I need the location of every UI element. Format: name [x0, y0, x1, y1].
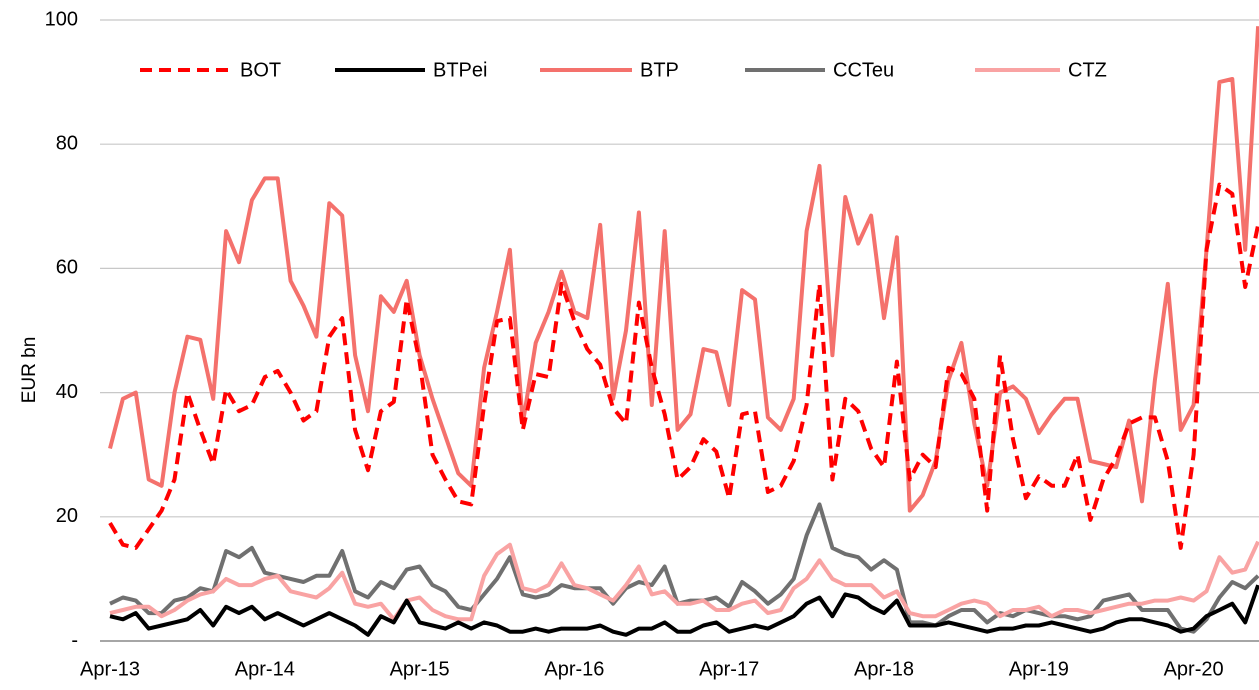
series-line: [108, 26, 1259, 513]
x-tick-label: Apr-14: [235, 658, 295, 680]
legend-label: BTPei: [433, 59, 487, 81]
y-tick-label: 40: [56, 381, 78, 403]
y-tick-label: 60: [56, 257, 78, 279]
x-tick-label: Apr-13: [80, 658, 140, 680]
x-tick-label: Apr-19: [1009, 658, 1069, 680]
legend-label: CTZ: [1068, 59, 1107, 81]
series-line: [108, 182, 1259, 550]
legend-label: CCTeu: [833, 59, 894, 81]
x-tick-label: Apr-15: [390, 658, 450, 680]
series-line: [109, 584, 1259, 637]
x-tick-label: Apr-17: [699, 658, 759, 680]
y-tick-label: -: [71, 629, 78, 651]
legend-label: BOT: [240, 59, 281, 81]
lines: [108, 26, 1259, 637]
legend-label: BTP: [640, 59, 679, 81]
y-axis-label: EUR bn: [19, 337, 40, 404]
y-tick-label: 100: [45, 8, 78, 30]
x-tick-label: Apr-18: [854, 658, 914, 680]
y-tick-label: 20: [56, 505, 78, 527]
grid: - 20 40 60 80 100 Apr-13 Apr-14 Apr-15 Apr-16 Apr-…: [45, 8, 1259, 680]
x-tick-label: Apr-16: [544, 658, 604, 680]
legend: BOT BTPei BTP CCTeu CTZ: [140, 59, 1107, 81]
x-tick-label: Apr-20: [1164, 658, 1224, 680]
series-line: [109, 540, 1259, 622]
y-tick-label: 80: [56, 132, 78, 154]
